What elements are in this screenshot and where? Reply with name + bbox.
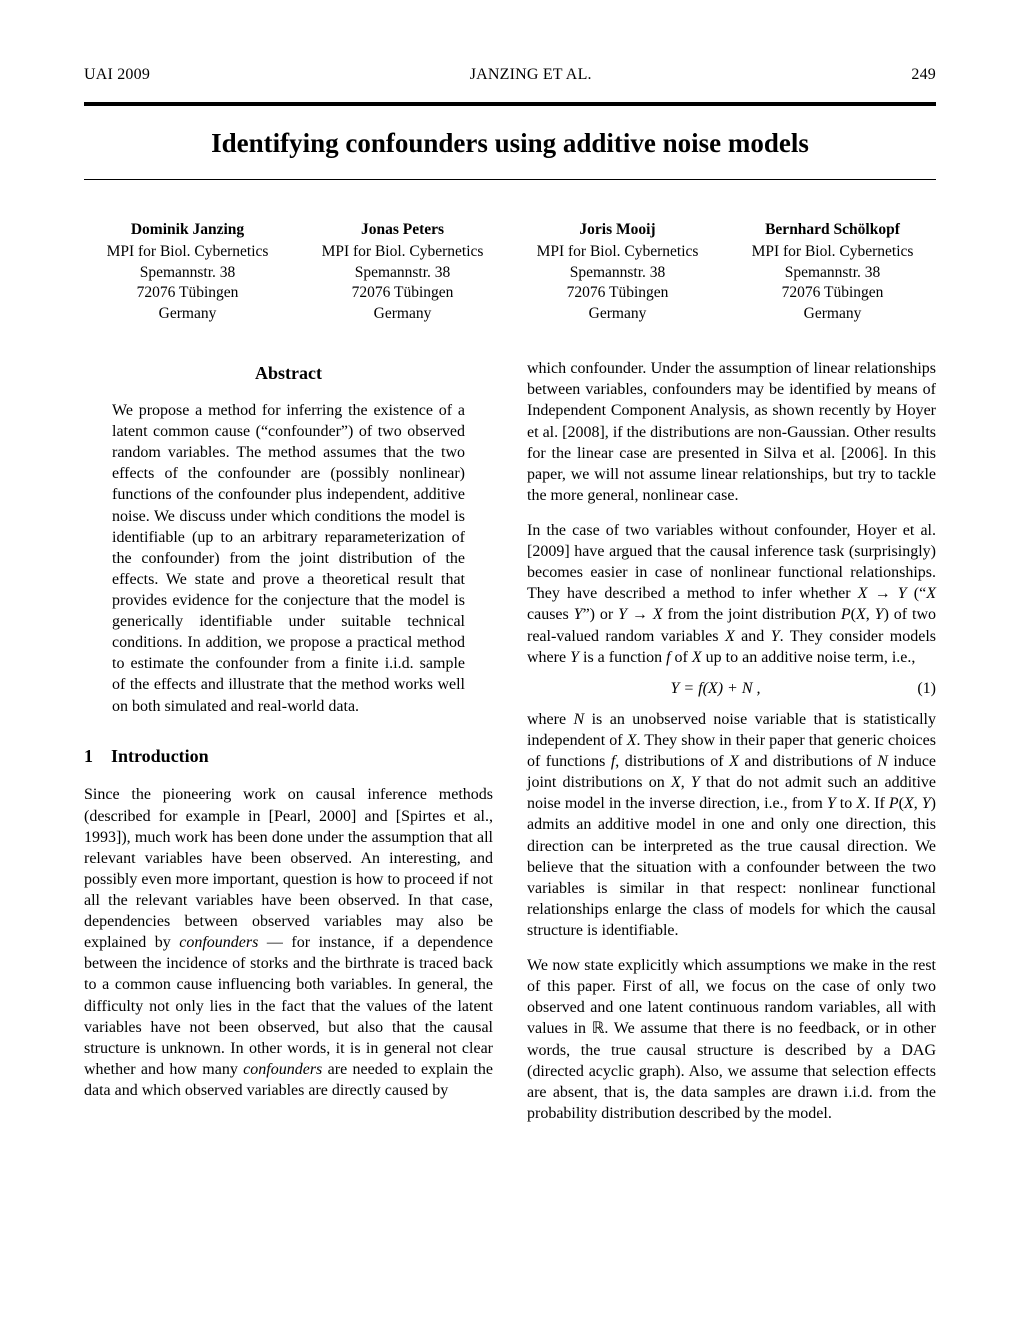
runhead-center: JANZING ET AL. (470, 66, 592, 84)
right-paragraph-2: In the case of two variables without con… (527, 520, 936, 668)
two-column-body: Abstract We propose a method for inferri… (84, 358, 936, 1124)
author-affil: 72076 Tübingen (729, 283, 936, 303)
author-affil: MPI for Biol. Cybernetics (84, 242, 291, 262)
author-name: Joris Mooij (514, 220, 721, 240)
author-affil: 72076 Tübingen (299, 283, 506, 303)
runhead-left: UAI 2009 (84, 66, 150, 84)
author-name: Bernhard Schölkopf (729, 220, 936, 240)
author-affil: Spemannstr. 38 (729, 263, 936, 283)
equation-body: Y = f(X) + N , (527, 678, 904, 699)
paper-title: Identifying confounders using additive n… (84, 128, 936, 159)
author-1: Dominik Janzing MPI for Biol. Cybernetic… (84, 220, 291, 324)
right-column: which confounder. Under the assumption o… (527, 358, 936, 1124)
author-affil: Germany (84, 304, 291, 324)
author-affil: Spemannstr. 38 (514, 263, 721, 283)
author-affil: Germany (299, 304, 506, 324)
author-name: Dominik Janzing (84, 220, 291, 240)
author-affil: MPI for Biol. Cybernetics (514, 242, 721, 262)
author-affil: Spemannstr. 38 (84, 263, 291, 283)
equation-number: (1) (904, 678, 936, 699)
abstract-heading: Abstract (84, 362, 493, 386)
author-affil: Spemannstr. 38 (299, 263, 506, 283)
equation-1: Y = f(X) + N , (1) (527, 678, 936, 699)
author-affil: 72076 Tübingen (514, 283, 721, 303)
section-number: 1 (84, 746, 93, 766)
intro-paragraph: Since the pioneering work on causal infe… (84, 784, 493, 1101)
author-block: Dominik Janzing MPI for Biol. Cybernetic… (84, 220, 936, 324)
rule-under-title (84, 179, 936, 180)
author-affil: MPI for Biol. Cybernetics (299, 242, 506, 262)
running-header: UAI 2009 JANZING ET AL. 249 (84, 66, 936, 84)
author-affil: Germany (514, 304, 721, 324)
author-affil: 72076 Tübingen (84, 283, 291, 303)
author-affil: MPI for Biol. Cybernetics (729, 242, 936, 262)
abstract-text: We propose a method for inferring the ex… (84, 400, 493, 717)
author-2: Jonas Peters MPI for Biol. Cybernetics S… (299, 220, 506, 324)
runhead-right: 249 (911, 66, 936, 84)
author-name: Jonas Peters (299, 220, 506, 240)
left-column: Abstract We propose a method for inferri… (84, 358, 493, 1124)
section-title: Introduction (111, 746, 209, 766)
right-paragraph-4: We now state explicitly which assumption… (527, 955, 936, 1124)
author-3: Joris Mooij MPI for Biol. Cybernetics Sp… (514, 220, 721, 324)
author-affil: Germany (729, 304, 936, 324)
page: UAI 2009 JANZING ET AL. 249 Identifying … (0, 0, 1020, 1184)
section-1-heading: 1 Introduction (84, 745, 493, 769)
rule-top-thick (84, 102, 936, 106)
right-paragraph-1: which confounder. Under the assumption o… (527, 358, 936, 506)
right-paragraph-3: where N is an unobserved noise variable … (527, 709, 936, 941)
author-4: Bernhard Schölkopf MPI for Biol. Cyberne… (729, 220, 936, 324)
